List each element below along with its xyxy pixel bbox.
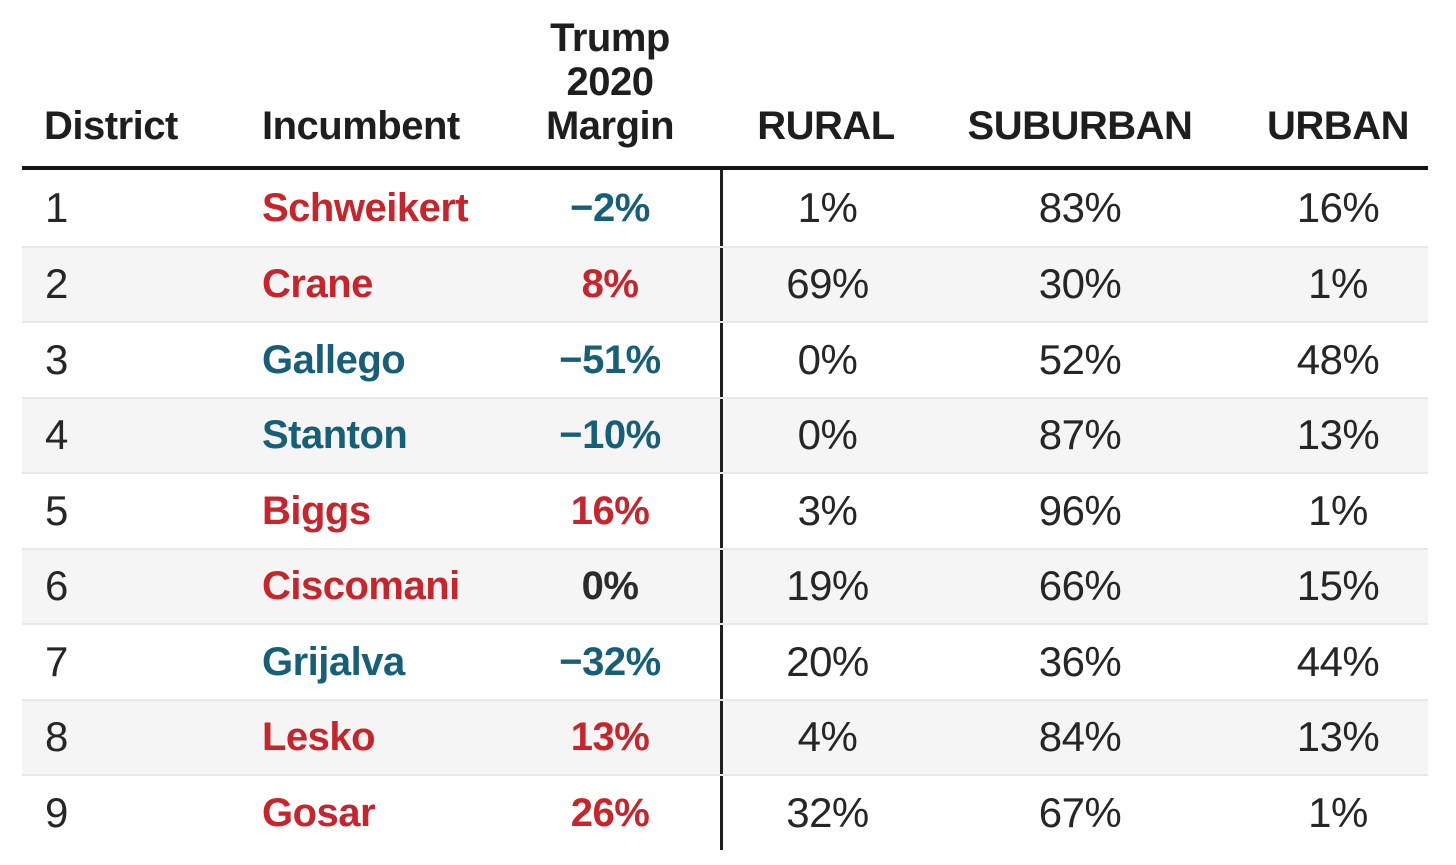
urban-cell: 16% [1296,183,1380,231]
incumbent-cell: Biggs [262,488,371,533]
rural-cell: 32% [720,776,932,850]
table-row: 6 Ciscomani 0% 19% 66% 15% [22,547,1428,623]
urban-cell: 44% [1296,637,1380,685]
table-body: 1 Schweikert −2% 1% 83% 16% 2 Crane 8% 6… [22,170,1428,850]
district-cell: 2 [45,260,68,308]
suburban-cell: 66% [1038,562,1122,610]
incumbent-cell: Crane [262,262,373,307]
table-row: 5 Biggs 16% 3% 96% 1% [22,472,1428,548]
urban-cell: 1% [1308,260,1368,308]
rural-cell: 20% [720,625,932,699]
table-row: 9 Gosar 26% 32% 67% 1% [22,774,1428,850]
rural-cell: 3% [720,474,932,548]
incumbent-cell: Gallego [262,337,406,382]
district-cell: 9 [45,788,68,836]
margin-cell: 8% [581,262,639,307]
header-suburban: SUBURBAN [967,104,1193,148]
margin-cell: −51% [559,337,661,382]
suburban-cell: 30% [1038,260,1122,308]
header-urban: URBAN [1267,104,1409,148]
district-cell: 1 [45,183,68,231]
suburban-cell: 83% [1038,183,1122,231]
table-row: 3 Gallego −51% 0% 52% 48% [22,321,1428,397]
urban-cell: 13% [1296,411,1380,459]
suburban-cell: 36% [1038,637,1122,685]
margin-cell: −10% [559,413,661,458]
header-trump-2020-margin: Trump 2020 Margin [545,16,675,148]
incumbent-cell: Ciscomani [262,564,460,609]
district-cell: 4 [45,411,68,459]
table-row: 4 Stanton −10% 0% 87% 13% [22,396,1428,472]
table: District Incumbent Trump 2020 Margin RUR… [22,0,1428,850]
suburban-cell: 96% [1038,486,1122,534]
incumbent-cell: Gosar [262,790,376,835]
table-row: 7 Grijalva −32% 20% 36% 44% [22,623,1428,699]
table-row: 1 Schweikert −2% 1% 83% 16% [22,170,1428,246]
rural-cell: 19% [720,549,932,623]
district-cell: 5 [45,486,68,534]
margin-cell: 13% [570,715,650,760]
suburban-cell: 67% [1038,788,1122,836]
urban-cell: 48% [1296,335,1380,383]
margin-cell: 0% [581,564,639,609]
suburban-cell: 52% [1038,335,1122,383]
rural-cell: 4% [720,700,932,774]
margin-cell: −32% [559,639,661,684]
margin-cell: 26% [570,790,650,835]
incumbent-cell: Schweikert [262,185,469,230]
incumbent-cell: Lesko [262,715,376,760]
rural-cell: 69% [720,247,932,321]
suburban-cell: 84% [1038,713,1122,761]
urban-cell: 15% [1296,562,1380,610]
header-incumbent: Incumbent [262,104,460,148]
margin-cell: 16% [570,488,650,533]
table-header-row: District Incumbent Trump 2020 Margin RUR… [22,0,1428,170]
district-cell: 8 [45,713,68,761]
suburban-cell: 87% [1038,411,1122,459]
rural-cell: 1% [720,170,932,246]
district-cell: 6 [45,562,68,610]
district-cell: 3 [45,335,68,383]
margin-cell: −2% [570,185,650,230]
rural-cell: 0% [720,398,932,472]
urban-cell: 13% [1296,713,1380,761]
urban-cell: 1% [1308,486,1368,534]
rural-cell: 0% [720,323,932,397]
incumbent-cell: Grijalva [262,639,405,684]
district-cell: 7 [45,637,68,685]
incumbent-cell: Stanton [262,413,408,458]
urban-cell: 1% [1308,788,1368,836]
table-row: 2 Crane 8% 69% 30% 1% [22,245,1428,321]
header-district: District [44,104,178,148]
table-row: 8 Lesko 13% 4% 84% 13% [22,698,1428,774]
header-rural: RURAL [757,104,895,148]
